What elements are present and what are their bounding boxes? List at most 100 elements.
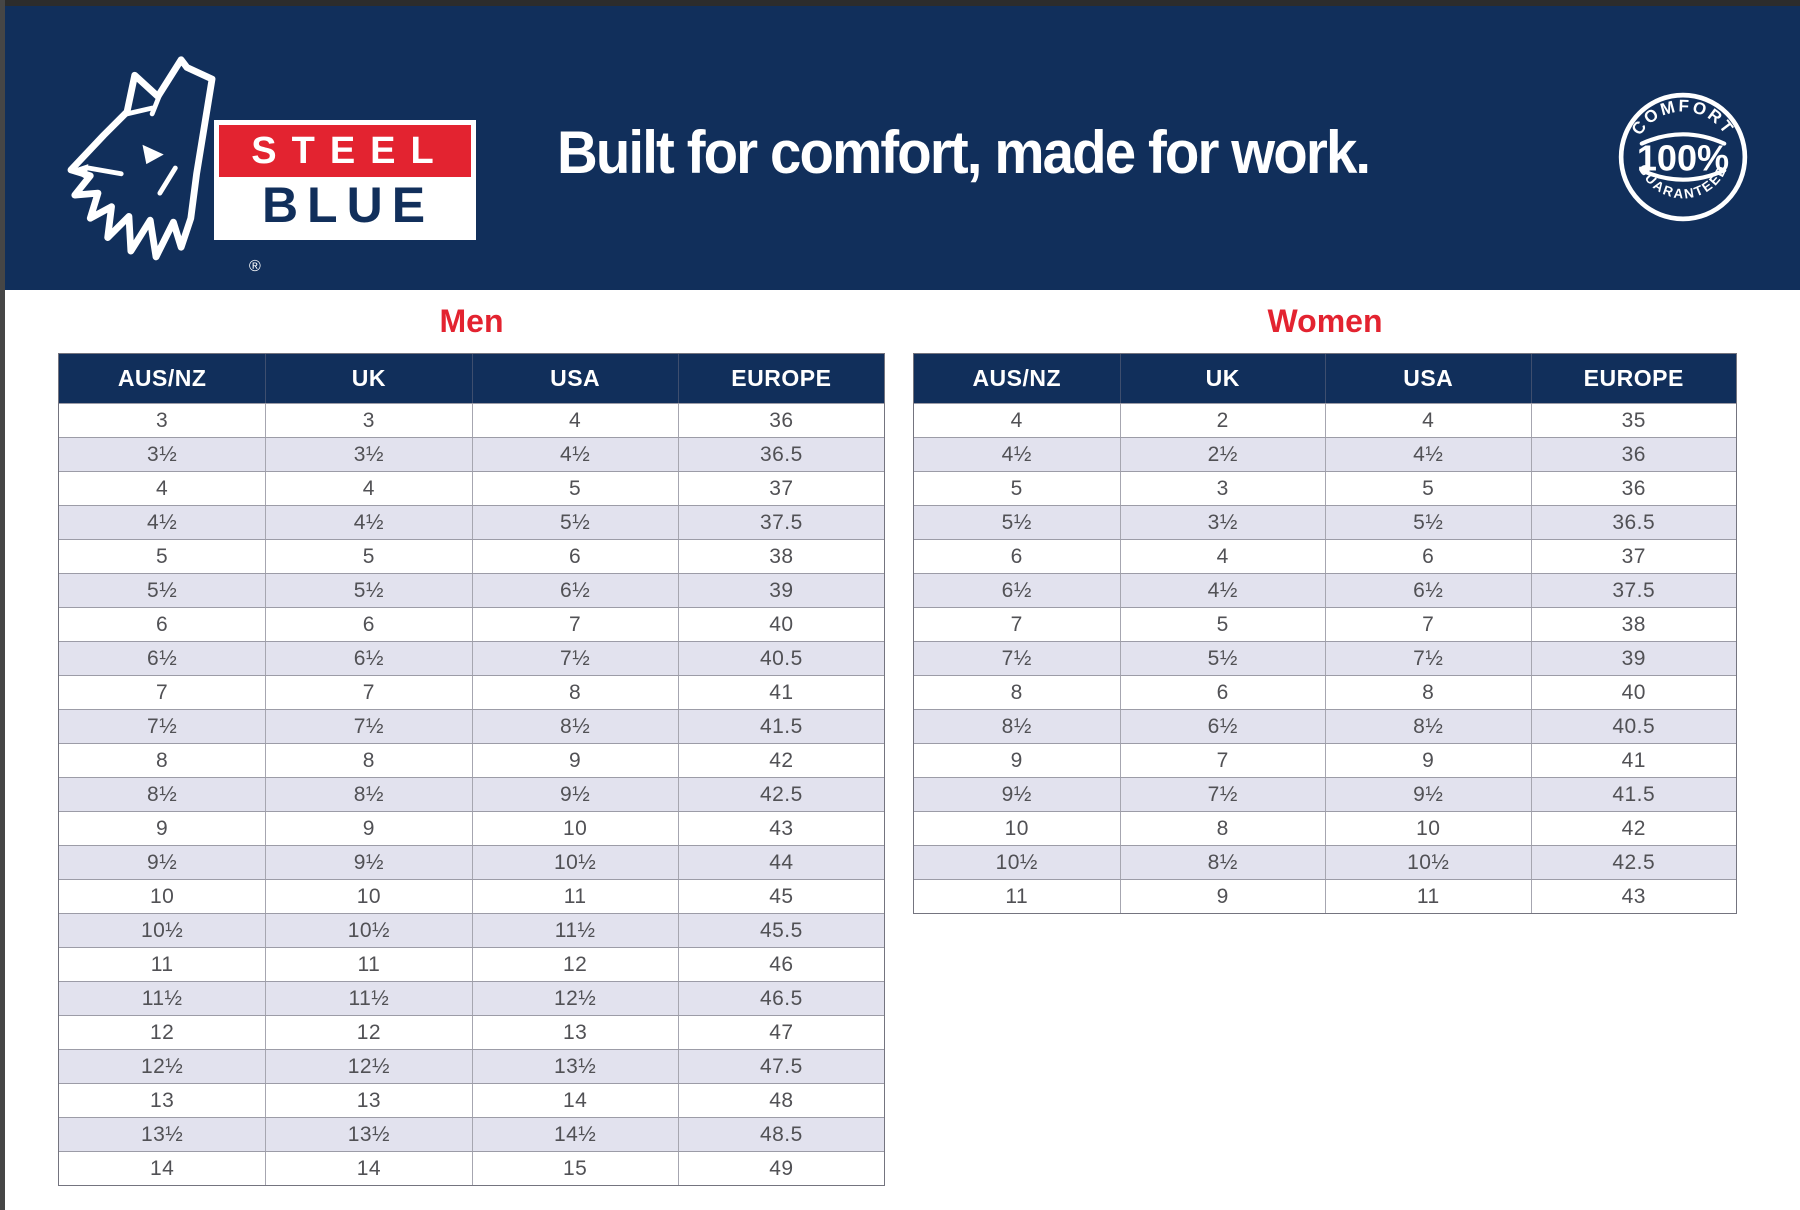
size-cell: 10½ bbox=[995, 850, 1038, 874]
size-cell: 13 bbox=[265, 1084, 471, 1117]
table-row: 7 7 8 41 bbox=[59, 675, 884, 709]
size-cell: 7 bbox=[471, 608, 678, 641]
badge-center-text: 100% bbox=[1637, 137, 1729, 178]
size-cell: 5½ bbox=[1325, 506, 1531, 539]
size-cell: 12 bbox=[265, 1016, 471, 1049]
size-cell: 5½ bbox=[1001, 510, 1032, 534]
size-cell: 37.5 bbox=[677, 506, 884, 539]
size-cell: 6 bbox=[156, 612, 169, 636]
size-cell: 8½ bbox=[471, 710, 678, 743]
size-cell: 9½ bbox=[147, 850, 178, 874]
table-row: 12 12 13 47 bbox=[59, 1015, 884, 1049]
size-cell: 37 bbox=[677, 472, 884, 505]
size-cell: 5½ bbox=[147, 578, 178, 602]
table-row: 10 10 11 45 bbox=[59, 879, 884, 913]
table-row: 8½ 6½ 8½ 40.5 bbox=[914, 709, 1736, 743]
women-table-title: Women bbox=[1267, 303, 1383, 339]
size-cell: 42.5 bbox=[1530, 846, 1737, 879]
logo-blue-label: BLUE bbox=[219, 177, 471, 235]
size-cell: 12 bbox=[149, 1020, 175, 1044]
size-cell: 15 bbox=[471, 1152, 678, 1185]
size-cell: 6 bbox=[1119, 676, 1326, 709]
size-cell: 13½ bbox=[471, 1050, 678, 1083]
size-cell: 5½ bbox=[471, 506, 678, 539]
table-row: 11 9 11 43 bbox=[914, 879, 1736, 913]
table-row: 6 4 6 37 bbox=[914, 539, 1736, 573]
size-cell: 6 bbox=[471, 540, 678, 573]
size-cell: 40.5 bbox=[1530, 710, 1737, 743]
size-cell: 4 bbox=[265, 472, 471, 505]
men-size-section: Men AUS/NZ UK USA EUROPE 3 3 4 36 3½ 3½ 4½ 36.5 4 4 5 3… bbox=[58, 296, 885, 1186]
size-cell: 7 bbox=[265, 676, 471, 709]
table-row: 5 3 5 36 bbox=[914, 471, 1736, 505]
size-cell: 8 bbox=[265, 744, 471, 777]
table-row: 9½ 9½ 10½ 44 bbox=[59, 845, 884, 879]
steel-blue-logo: STEEL BLUE bbox=[214, 120, 476, 240]
size-cell: 5 bbox=[1325, 472, 1531, 505]
table-row: 6½ 6½ 7½ 40.5 bbox=[59, 641, 884, 675]
column-header: AUS/NZ bbox=[972, 365, 1062, 391]
size-cell: 10 bbox=[149, 884, 175, 908]
size-cell: 9 bbox=[1325, 744, 1531, 777]
size-cell: 6 bbox=[1325, 540, 1531, 573]
size-cell: 48 bbox=[677, 1084, 884, 1117]
size-cell: 47 bbox=[677, 1016, 884, 1049]
size-cell: 7½ bbox=[265, 710, 471, 743]
size-cell: 10½ bbox=[471, 846, 678, 879]
size-cell: 7 bbox=[156, 680, 169, 704]
table-row: 9 9 10 43 bbox=[59, 811, 884, 845]
size-cell: 11 bbox=[1325, 880, 1531, 913]
size-cell: 8 bbox=[156, 748, 169, 772]
size-cell: 8 bbox=[1010, 680, 1023, 704]
size-cell: 36 bbox=[1530, 438, 1737, 471]
size-cell: 37.5 bbox=[1530, 574, 1737, 607]
size-cell: 6½ bbox=[265, 642, 471, 675]
size-cell: 11 bbox=[471, 880, 678, 913]
size-cell: 36 bbox=[1530, 472, 1737, 505]
size-cell: 46 bbox=[677, 948, 884, 981]
size-cell: 4 bbox=[1119, 540, 1326, 573]
size-cell: 10½ bbox=[140, 918, 184, 942]
size-cell: 41 bbox=[677, 676, 884, 709]
table-header-row: AUS/NZ UK USA EUROPE bbox=[914, 354, 1736, 403]
size-cell: 5½ bbox=[1119, 642, 1326, 675]
table-row: 10½ 10½ 11½ 45.5 bbox=[59, 913, 884, 947]
size-cell: 47.5 bbox=[677, 1050, 884, 1083]
table-row: 6 6 7 40 bbox=[59, 607, 884, 641]
size-cell: 7½ bbox=[1119, 778, 1326, 811]
logo-steel-label: STEEL bbox=[219, 125, 471, 177]
size-cell: 3½ bbox=[1119, 506, 1326, 539]
tagline: Built for comfort, made for work. bbox=[557, 119, 1371, 186]
size-cell: 39 bbox=[1530, 642, 1737, 675]
size-cell: 12½ bbox=[265, 1050, 471, 1083]
table-row: 10 8 10 42 bbox=[914, 811, 1736, 845]
size-cell: 11½ bbox=[471, 914, 678, 947]
column-header: EUROPE bbox=[677, 354, 884, 403]
table-row: 7½ 7½ 8½ 41.5 bbox=[59, 709, 884, 743]
table-row: 13 13 14 48 bbox=[59, 1083, 884, 1117]
size-cell: 4 bbox=[1010, 408, 1023, 432]
size-cell: 4½ bbox=[265, 506, 471, 539]
men-table-title: Men bbox=[439, 303, 504, 339]
size-cell: 9 bbox=[265, 812, 471, 845]
table-row: 8 6 8 40 bbox=[914, 675, 1736, 709]
comfort-guaranteed-badge-icon: COMFORT GUARANTEED 100% bbox=[1618, 92, 1748, 222]
table-row: 13½ 13½ 14½ 48.5 bbox=[59, 1117, 884, 1151]
size-cell: 8 bbox=[1119, 812, 1326, 845]
size-cell: 5 bbox=[1119, 608, 1326, 641]
size-cell: 11½ bbox=[141, 986, 183, 1010]
size-cell: 4½ bbox=[1119, 574, 1326, 607]
women-size-table: AUS/NZ UK USA EUROPE 4 2 4 35 4½ 2½ 4½ 36 5 3 5 36 5½ 3½ 5… bbox=[913, 353, 1737, 914]
size-cell: 4½ bbox=[471, 438, 678, 471]
size-cell: 8½ bbox=[1001, 714, 1032, 738]
size-cell: 6½ bbox=[1325, 574, 1531, 607]
size-cell: 14½ bbox=[471, 1118, 678, 1151]
size-cell: 41.5 bbox=[677, 710, 884, 743]
size-cell: 13 bbox=[149, 1088, 175, 1112]
size-cell: 13 bbox=[471, 1016, 678, 1049]
size-cell: 13½ bbox=[140, 1122, 184, 1146]
size-cell: 36 bbox=[677, 404, 884, 437]
size-cell: 3 bbox=[265, 404, 471, 437]
size-cell: 10 bbox=[1004, 816, 1029, 840]
column-header: USA bbox=[471, 354, 678, 403]
